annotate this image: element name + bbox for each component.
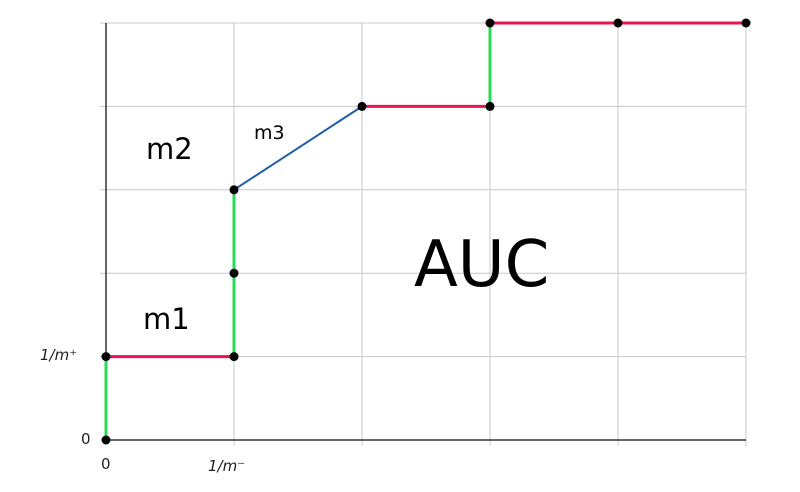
y-tick-0: 0	[81, 430, 91, 448]
label-m1: m1	[143, 302, 190, 336]
curve-point	[101, 435, 111, 445]
curve-point	[485, 18, 495, 28]
label-auc: AUC	[414, 228, 550, 302]
curve-point	[101, 352, 111, 362]
label-m2: m2	[146, 132, 193, 166]
curve-segment-blue	[233, 105, 363, 191]
curve-point	[613, 18, 623, 28]
x-tick-0: 0	[101, 455, 111, 473]
y-tick-1-over-m-plus: 1/m⁺	[40, 346, 78, 364]
curve-point	[229, 185, 239, 195]
curve-point	[229, 352, 239, 362]
curve-point	[485, 101, 495, 111]
curve-point	[741, 18, 751, 28]
curve-point	[357, 101, 367, 111]
x-tick-1-over-m-minus: 1/m⁻	[208, 457, 246, 475]
label-m3: m3	[254, 122, 285, 144]
curve-point	[229, 268, 239, 278]
